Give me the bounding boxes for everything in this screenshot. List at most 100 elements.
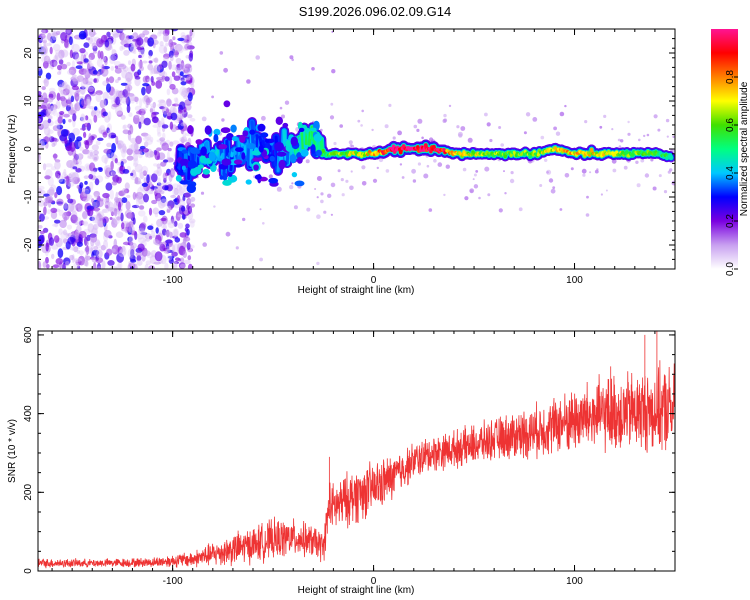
noise-blob	[77, 177, 81, 183]
noise-blob	[184, 227, 189, 233]
noise-blob	[72, 127, 80, 136]
noise-blob	[176, 44, 184, 54]
noise-blob	[125, 201, 131, 211]
noise-blob	[164, 76, 170, 82]
background-point	[219, 51, 224, 55]
noise-blob	[183, 259, 191, 265]
noise-blob	[148, 265, 155, 269]
turbulent-blob	[187, 160, 197, 169]
noise-blob	[106, 153, 111, 159]
background-point	[428, 208, 433, 212]
noise-blob	[57, 71, 62, 75]
noise-blob	[88, 133, 92, 143]
noise-blob	[84, 180, 88, 185]
noise-blob	[158, 120, 162, 128]
noise-blob	[116, 252, 124, 263]
noise-blob	[101, 64, 105, 74]
noise-blob	[154, 251, 163, 262]
noise-blob	[159, 41, 164, 47]
noise-blob	[64, 137, 68, 145]
noise-blob	[58, 228, 63, 235]
noise-blob	[70, 214, 77, 224]
noise-blob	[74, 91, 80, 101]
noise-blob	[166, 220, 173, 225]
noise-blob	[133, 157, 139, 166]
background-point	[357, 119, 361, 123]
noise-blob	[38, 43, 42, 48]
noise-blob	[142, 83, 150, 87]
noise-blob	[59, 95, 66, 102]
noise-blob	[158, 44, 167, 54]
noise-blob	[175, 69, 181, 74]
noise-blob	[54, 159, 61, 163]
noise-blob	[78, 30, 87, 40]
noise-blob	[93, 190, 100, 197]
noise-blob	[59, 219, 67, 229]
turbulent-blob	[241, 152, 246, 160]
noise-blob	[169, 141, 174, 147]
turbulent-blob	[226, 133, 234, 141]
noise-blob	[62, 118, 66, 125]
noise-blob	[74, 230, 80, 240]
noise-blob	[150, 186, 158, 190]
background-point	[581, 168, 587, 174]
noise-blob	[158, 29, 162, 35]
background-point	[445, 164, 450, 169]
noise-blob	[185, 103, 192, 111]
noise-blob	[120, 82, 128, 86]
noise-blob	[130, 63, 136, 72]
noise-blob	[158, 210, 166, 216]
noise-blob	[127, 241, 134, 246]
noise-blob	[145, 238, 150, 242]
turbulent-blob	[246, 143, 256, 150]
background-point	[539, 184, 543, 187]
noise-blob	[48, 186, 55, 197]
noise-blob	[83, 42, 90, 48]
noise-blob	[173, 220, 178, 227]
noise-blob	[76, 249, 81, 254]
background-point	[289, 184, 294, 190]
noise-blob	[139, 230, 147, 236]
background-point	[411, 168, 416, 174]
noise-blob	[112, 170, 116, 177]
background-point	[417, 162, 421, 166]
noise-blob	[82, 210, 88, 220]
noise-blob	[125, 95, 129, 104]
noise-blob	[183, 183, 188, 187]
background-point	[553, 126, 557, 131]
turbulent-blob	[260, 132, 269, 138]
background-point	[392, 136, 396, 140]
noise-blob	[75, 161, 79, 165]
noise-blob	[110, 54, 117, 61]
turbulent-blob	[310, 127, 317, 132]
noise-blob	[110, 66, 115, 71]
noise-blob	[55, 258, 64, 265]
noise-blob	[104, 59, 108, 66]
noise-blob	[79, 182, 84, 189]
turbulent-blob	[189, 147, 200, 155]
background-point	[663, 190, 668, 194]
background-point	[540, 135, 545, 140]
noise-blob	[62, 211, 70, 221]
noise-blob	[52, 223, 59, 227]
background-point	[504, 192, 507, 195]
noise-blob	[153, 261, 161, 265]
noise-blob	[133, 263, 138, 269]
noise-blob	[131, 169, 137, 178]
noise-blob	[67, 198, 74, 204]
noise-blob	[111, 217, 116, 225]
turbulent-blob	[230, 124, 237, 133]
noise-blob	[42, 120, 50, 129]
turbulent-blob	[282, 122, 289, 128]
background-point	[190, 196, 196, 202]
noise-blob	[121, 197, 128, 204]
background-point	[360, 124, 363, 127]
turbulent-blob	[253, 164, 259, 171]
background-point	[635, 160, 639, 164]
noise-blob	[116, 176, 122, 184]
turbulent-blob	[220, 127, 231, 134]
noise-blob	[181, 87, 190, 96]
noise-blob	[73, 262, 79, 269]
noise-blob	[169, 256, 174, 261]
